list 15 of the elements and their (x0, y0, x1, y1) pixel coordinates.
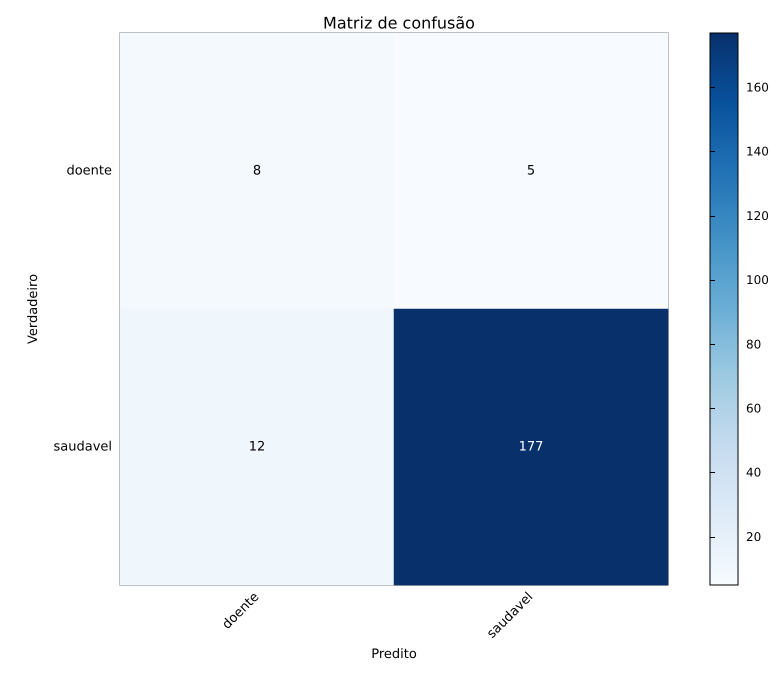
color-bar-label: 80 (746, 337, 762, 352)
data-label: 177 (518, 440, 544, 454)
y-axis-title: Verdadeiro (26, 274, 41, 344)
color-bar-label: 120 (746, 208, 769, 223)
color-bar-label: 60 (746, 401, 762, 416)
color-bar-label: 100 (746, 273, 769, 288)
x-axis-title: Predito (371, 646, 417, 662)
color-bar-label: 140 (746, 144, 769, 159)
color-bar-label: 160 (746, 80, 769, 95)
data-label: 12 (248, 440, 266, 454)
color-bar-label: 40 (746, 466, 762, 480)
data-label: 8 (252, 164, 262, 178)
chart-title: Matriz de confusão (323, 14, 475, 32)
data-label: 5 (526, 164, 536, 178)
color-bar-label: 20 (746, 530, 762, 544)
